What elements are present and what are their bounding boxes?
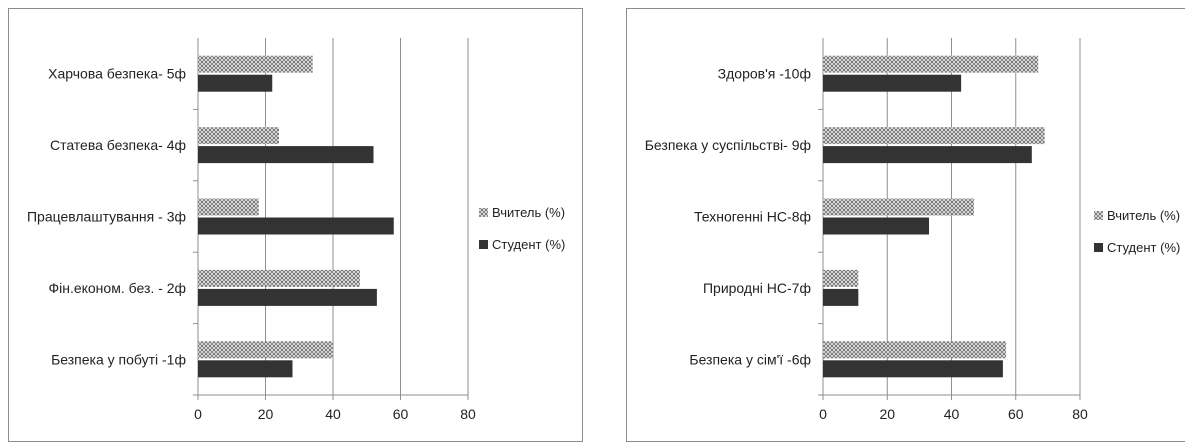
bar-chart-left: 0 20 40 60 80 Безпека у побуті -1ф Фін.економ.…: [27, 38, 565, 422]
x-tick-label: 60: [393, 406, 409, 422]
x-tick-label: 0: [819, 406, 827, 422]
bar-teacher: [823, 269, 859, 287]
bar-teacher: [823, 127, 1045, 145]
legend-label: Студент (%): [1107, 240, 1180, 255]
legend-swatch: [479, 240, 488, 249]
bar-student: [823, 217, 930, 235]
y-category-label: Працевлаштування - 3ф: [27, 209, 186, 225]
chart-left: 0 20 40 60 80 Безпека у побуті -1ф Фін.економ.…: [8, 8, 583, 442]
bar-teacher: [198, 198, 259, 216]
legend-label: Вчитель (%): [492, 205, 565, 220]
legend-label: Вчитель (%): [1107, 208, 1180, 223]
x-tick-label: 80: [460, 406, 476, 422]
y-category-label: Природні НС-7ф: [703, 280, 811, 296]
x-tick-label: 60: [1008, 406, 1024, 422]
bar-teacher: [823, 341, 1007, 359]
x-tick-label: 20: [258, 406, 274, 422]
legend-label: Студент (%): [492, 237, 565, 252]
x-tick-label: 20: [879, 406, 895, 422]
bar-student: [823, 74, 962, 92]
bar-student: [823, 360, 1003, 378]
bar-student: [198, 217, 394, 235]
x-tick-label: 40: [944, 406, 960, 422]
y-category-label: Фін.економ. без. - 2ф: [48, 280, 186, 296]
y-category-label: Харчова безпека- 5ф: [48, 66, 186, 82]
x-tick-label: 40: [325, 406, 341, 422]
y-category-label: Здоров'я -10ф: [718, 66, 811, 82]
bar-teacher: [198, 55, 313, 73]
x-tick-label: 80: [1072, 406, 1088, 422]
y-category-label: Техногенні НС-8ф: [694, 209, 811, 225]
bar-teacher: [823, 55, 1039, 73]
bar-student: [198, 360, 293, 378]
bar-teacher: [198, 127, 279, 145]
bar-student: [823, 288, 859, 306]
legend-swatch: [1094, 243, 1103, 252]
chart-right: 0 20 40 60 80 Безпека у сім'ї -6ф Природні НС-…: [626, 8, 1185, 442]
bar-chart-right: 0 20 40 60 80 Безпека у сім'ї -6ф Природні НС-…: [645, 38, 1180, 422]
legend-swatch: [479, 208, 488, 217]
y-category-label: Безпека у побуті -1ф: [51, 351, 186, 367]
y-category-label: Безпека у суспільстві- 9ф: [645, 137, 811, 153]
legend-swatch: [1094, 211, 1103, 220]
bar-teacher: [198, 269, 360, 287]
bar-student: [198, 288, 377, 306]
bar-teacher: [198, 341, 333, 359]
y-category-label: Статева безпека- 4ф: [50, 137, 186, 153]
bar-student: [198, 146, 374, 164]
y-category-label: Безпека у сім'ї -6ф: [689, 351, 811, 367]
bar-teacher: [823, 198, 974, 216]
x-tick-label: 0: [194, 406, 202, 422]
bar-student: [823, 146, 1032, 164]
bar-student: [198, 74, 273, 92]
